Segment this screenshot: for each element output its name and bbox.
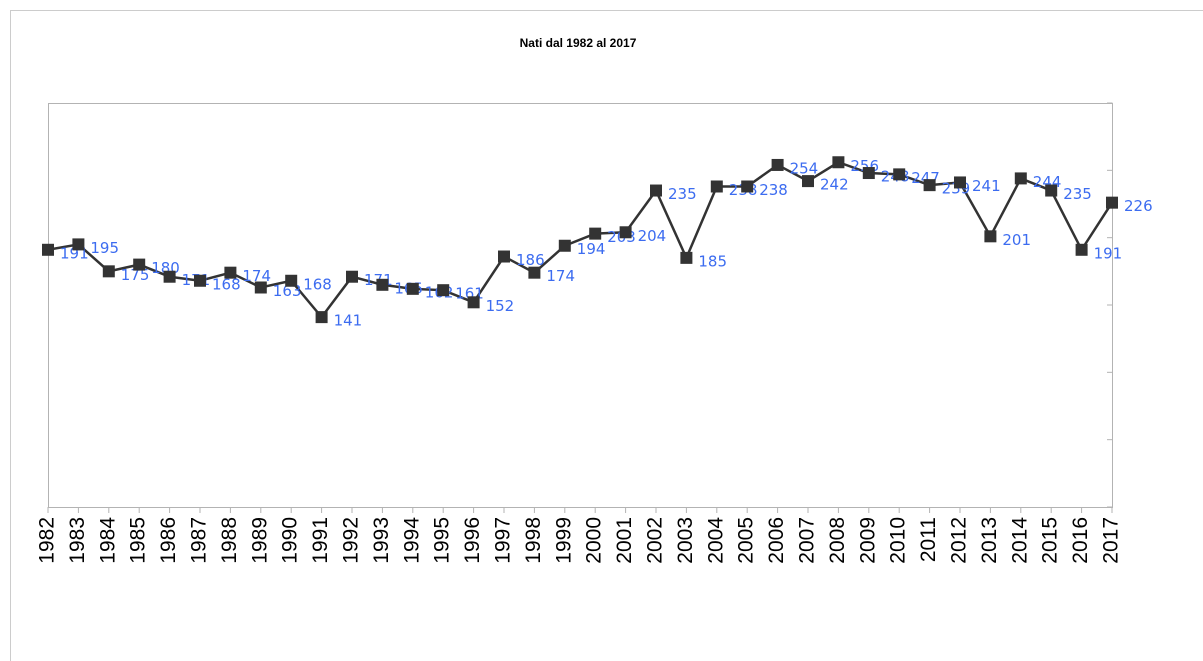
value-label: 242: [820, 176, 849, 194]
value-label: 152: [486, 297, 515, 315]
x-tick-label: 2008: [826, 517, 849, 564]
marker: [710, 180, 723, 193]
x-tick-label: 2000: [583, 517, 606, 564]
value-label: 174: [242, 267, 271, 285]
marker: [406, 282, 419, 295]
x-tick-label: 1990: [279, 517, 302, 564]
marker: [315, 311, 328, 324]
marker: [862, 167, 875, 180]
marker: [589, 227, 602, 240]
value-label: 141: [334, 312, 363, 330]
marker: [254, 281, 267, 294]
x-tick-label: 1993: [370, 517, 393, 564]
value-label: 194: [577, 240, 606, 258]
x-tick-label: 1999: [552, 517, 575, 564]
marker: [650, 184, 662, 197]
marker: [163, 270, 176, 283]
marker: [224, 266, 237, 279]
marker: [893, 168, 906, 181]
x-tick-label: 1991: [309, 517, 332, 564]
marker: [954, 176, 966, 189]
marker: [771, 158, 784, 171]
x-tick-label: 1983: [66, 517, 89, 564]
x-tick-label: 1989: [248, 517, 271, 564]
x-tick-label: 2009: [856, 517, 879, 564]
marker: [1045, 184, 1058, 197]
x-tick-label: 2005: [735, 517, 758, 564]
value-label: 226: [1124, 197, 1153, 215]
x-tick-label: 2006: [765, 517, 788, 564]
x-tick-label: 2014: [1008, 517, 1031, 564]
x-tick-label: 1997: [492, 517, 515, 564]
marker: [1106, 196, 1118, 209]
value-label: 254: [790, 159, 819, 177]
marker: [802, 175, 814, 188]
value-label: 191: [1094, 244, 1123, 262]
marker: [680, 251, 693, 264]
x-tick-label: 1982: [36, 517, 59, 564]
marker: [437, 284, 450, 297]
marker: [619, 226, 632, 239]
x-tick-label: 2004: [704, 517, 727, 564]
marker: [1014, 172, 1027, 185]
value-label: 235: [1063, 185, 1092, 203]
value-label: 241: [972, 177, 1001, 195]
marker: [133, 258, 146, 271]
value-label: 168: [303, 275, 332, 293]
value-label: 201: [1002, 231, 1031, 249]
value-label: 186: [516, 251, 545, 269]
marker: [194, 274, 206, 287]
marker: [984, 230, 997, 243]
value-label: 185: [698, 252, 727, 270]
value-label: 168: [212, 275, 241, 293]
marker: [285, 274, 298, 287]
marker: [1075, 243, 1088, 256]
marker: [832, 156, 845, 169]
chart-title: Nati dal 1982 al 2017: [520, 36, 637, 50]
x-tick-label: 1995: [431, 517, 454, 564]
marker: [467, 296, 480, 309]
x-tick-label: 2001: [613, 517, 636, 564]
x-tick-label: 1984: [96, 517, 119, 564]
marker: [923, 179, 936, 192]
marker: [528, 266, 541, 279]
x-tick-label: 1996: [461, 517, 484, 564]
value-label: 195: [90, 239, 119, 257]
x-tick-label: 2011: [917, 517, 940, 562]
x-tick-label: 1994: [400, 517, 423, 564]
x-tick-label: 1985: [127, 517, 150, 564]
x-tick-label: 2003: [674, 517, 697, 564]
x-tick-label: 1988: [218, 517, 241, 564]
x-tick-label: 1987: [188, 517, 211, 564]
x-tick-label: 2010: [887, 517, 910, 564]
marker: [72, 238, 85, 251]
marker: [741, 180, 754, 193]
x-tick-label: 1986: [157, 517, 180, 564]
x-tick-label: 2013: [978, 517, 1001, 564]
x-tick-label: 2015: [1039, 517, 1062, 564]
x-tick-label: 2012: [948, 517, 971, 564]
x-tick-label: 1998: [522, 517, 545, 564]
marker: [376, 278, 389, 291]
x-tick-label: 1992: [340, 517, 363, 564]
value-label: 174: [546, 267, 575, 285]
marker: [346, 270, 358, 283]
x-tick-label: 2017: [1100, 517, 1123, 564]
marker: [102, 265, 115, 278]
value-label: 235: [668, 185, 697, 203]
marker: [558, 239, 571, 252]
marker: [498, 250, 510, 263]
x-tick-label: 2002: [644, 517, 667, 564]
marker: [42, 243, 54, 256]
x-tick-label: 2007: [796, 517, 819, 564]
x-tick-label: 2016: [1069, 517, 1092, 564]
plot-area: [48, 103, 1113, 508]
value-label: 204: [638, 227, 667, 245]
value-label: 238: [759, 181, 788, 199]
